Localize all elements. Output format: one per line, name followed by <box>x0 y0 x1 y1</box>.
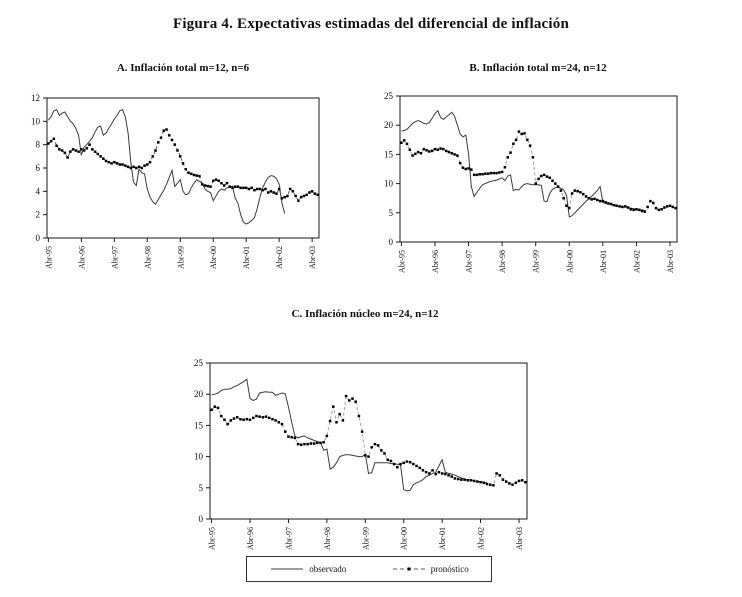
svg-text:Abr-98: Abr-98 <box>498 250 507 273</box>
svg-text:Abr-97: Abr-97 <box>465 250 474 273</box>
svg-text:Abr-02: Abr-02 <box>632 250 641 273</box>
svg-text:Abr-01: Abr-01 <box>242 246 251 269</box>
svg-text:0: 0 <box>389 237 394 247</box>
svg-text:Abr-03: Abr-03 <box>515 527 524 550</box>
svg-text:Abr-95: Abr-95 <box>44 246 53 269</box>
svg-text:2: 2 <box>36 210 41 220</box>
svg-text:0: 0 <box>36 233 41 243</box>
legend-label-pronostico: pronóstico <box>430 564 469 574</box>
svg-text:10: 10 <box>384 179 394 189</box>
svg-text:15: 15 <box>384 149 394 159</box>
svg-text:Abr-97: Abr-97 <box>110 246 119 269</box>
svg-text:Abr-02: Abr-02 <box>477 527 486 550</box>
svg-text:15: 15 <box>194 420 204 430</box>
observado-line-sample <box>271 568 304 570</box>
svg-text:Abr-96: Abr-96 <box>77 246 86 269</box>
svg-text:Abr-99: Abr-99 <box>361 527 370 550</box>
svg-text:10: 10 <box>194 452 204 462</box>
svg-text:Abr-97: Abr-97 <box>284 527 293 550</box>
svg-text:8: 8 <box>36 140 41 150</box>
panel-a-chart: 0 2 4 6 8 10 12 Abr-95 Abr-96 Abr-97 Abr-98 Abr-99 A… <box>31 93 320 269</box>
panel-c-chart: 0 5 10 15 20 25 Abr-95 Abr-96 Abr-97 Abr-98 Abr-99… <box>194 358 528 550</box>
svg-text:Abr-01: Abr-01 <box>438 527 447 550</box>
legend-entry-observado: observado <box>269 564 346 574</box>
svg-text:Abr-00: Abr-00 <box>400 527 409 550</box>
panel-a-title: A. Inflación total m=12, n=6 <box>116 62 250 74</box>
legend-entry-pronostico: pronóstico <box>391 564 469 574</box>
svg-text:Abr-99: Abr-99 <box>176 246 185 269</box>
svg-text:Abr-95: Abr-95 <box>208 527 217 550</box>
svg-text:6: 6 <box>36 163 41 173</box>
legend-label-observado: observado <box>309 564 347 574</box>
svg-text:10: 10 <box>31 116 41 126</box>
panel-c-title: C. Inflación núcleo m=24, n=12 <box>291 308 439 320</box>
svg-text:Abr-96: Abr-96 <box>246 527 255 550</box>
chart-legend: observado pronóstico <box>246 556 492 582</box>
svg-text:0: 0 <box>199 514 204 524</box>
svg-text:Abr-00: Abr-00 <box>565 250 574 273</box>
svg-text:Abr-03: Abr-03 <box>308 246 317 269</box>
svg-text:4: 4 <box>36 186 41 196</box>
svg-text:Abr-00: Abr-00 <box>209 246 218 269</box>
svg-text:5: 5 <box>199 483 204 493</box>
svg-text:Abr-98: Abr-98 <box>323 527 332 550</box>
pronostico-line-sample <box>392 567 425 571</box>
svg-text:Abr-03: Abr-03 <box>666 250 675 273</box>
svg-text:Abr-96: Abr-96 <box>431 250 440 273</box>
figure-title: Figura 4. Expectativas estimadas del dif… <box>172 16 570 32</box>
svg-text:Abr-98: Abr-98 <box>143 246 152 269</box>
svg-text:20: 20 <box>384 120 394 130</box>
svg-text:25: 25 <box>384 91 394 101</box>
svg-text:Abr-95: Abr-95 <box>397 250 406 273</box>
svg-text:Abr-01: Abr-01 <box>599 250 608 273</box>
svg-text:12: 12 <box>31 93 40 103</box>
svg-text:25: 25 <box>194 358 204 368</box>
svg-text:20: 20 <box>194 389 204 399</box>
svg-text:5: 5 <box>389 208 394 218</box>
svg-text:Abr-99: Abr-99 <box>532 250 541 273</box>
panel-b-chart: 0 5 10 15 20 25 Abr-95 Abr-96 Abr-97 Abr-98 Abr-99… <box>384 91 678 273</box>
svg-text:Abr-02: Abr-02 <box>275 246 284 269</box>
panel-b-title: B. Inflación total m=24, n=12 <box>469 62 607 74</box>
